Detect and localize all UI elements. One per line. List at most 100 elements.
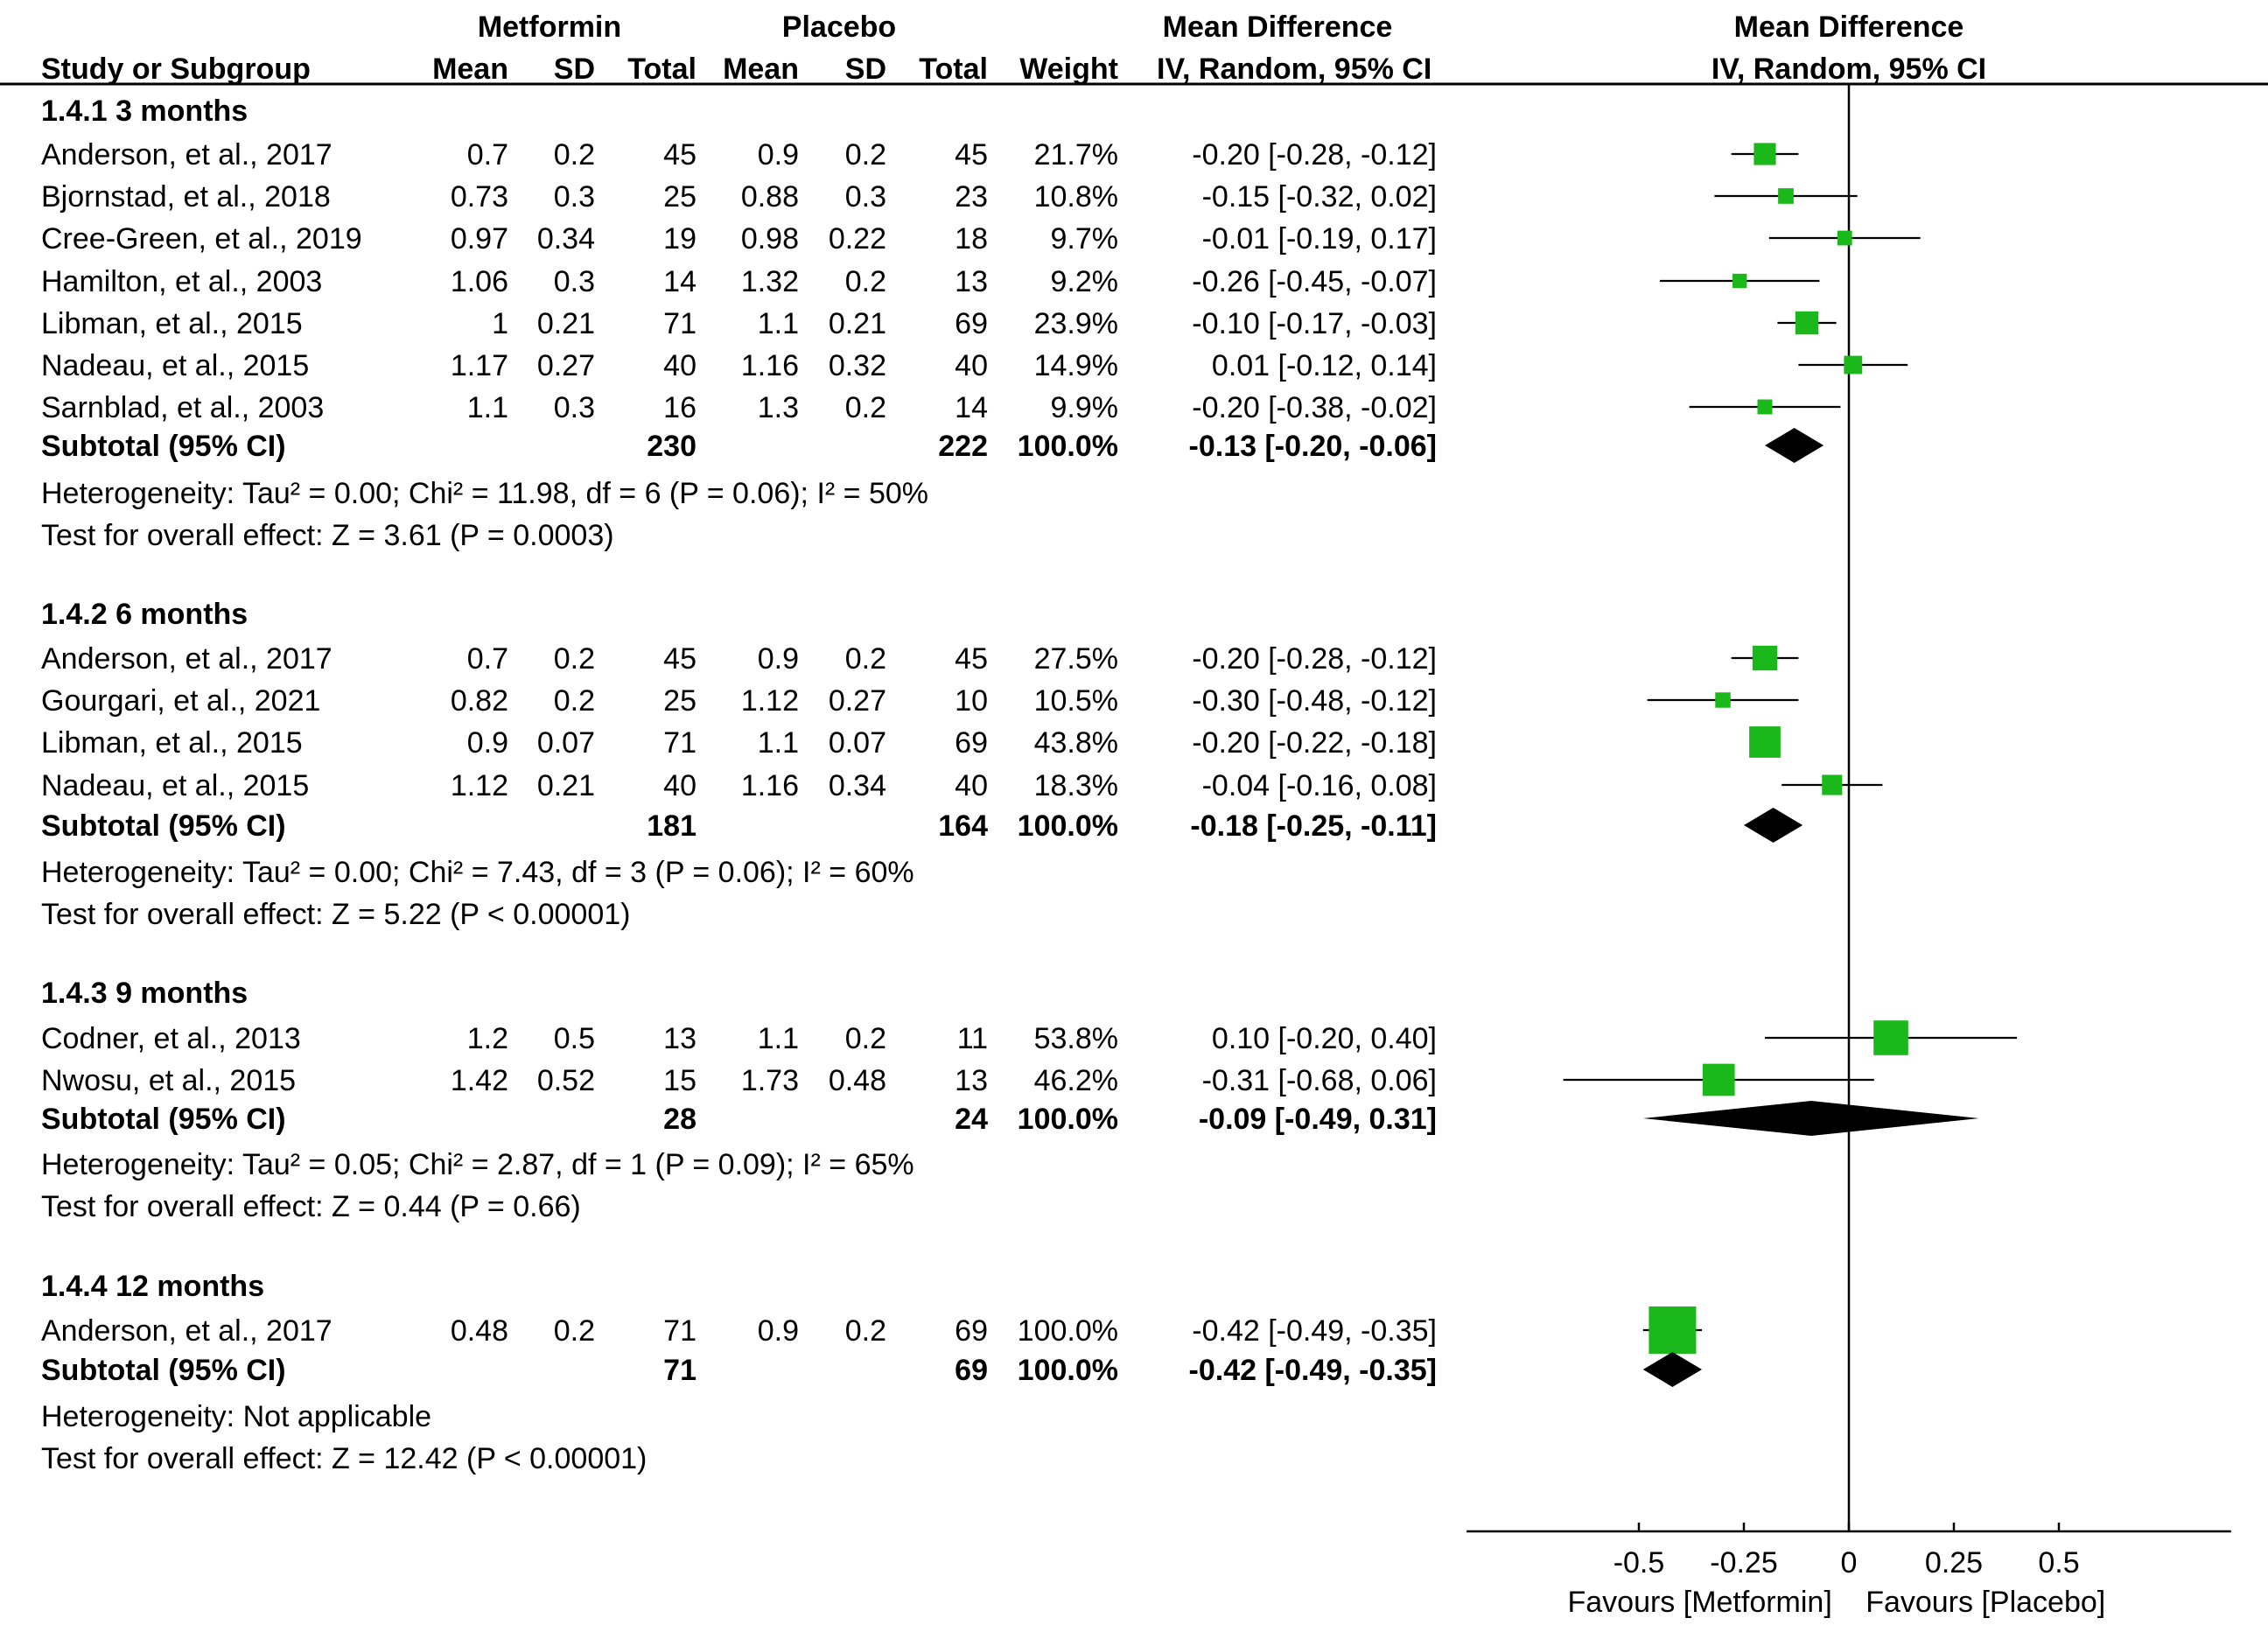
placebo-total: 10 bbox=[955, 684, 988, 718]
table-row: Bjornstad, et al., 2018 0.73 0.3 25 0.88 0.3 2… bbox=[41, 180, 1437, 214]
table-row: Sarnblad, et al., 2003 1.1 0.3 16 1.3 0.2 14 9.… bbox=[41, 391, 1437, 424]
point-estimate-box bbox=[1749, 726, 1781, 758]
plot-area: -0.5 -0.25 0 0.25 0.5 Favours [Metformin] Fa… bbox=[1466, 84, 2231, 1619]
metformin-total: 45 bbox=[663, 138, 696, 172]
header-plot-mean-difference: Mean Difference bbox=[1734, 11, 1964, 44]
weight: 18.3% bbox=[1034, 769, 1118, 802]
point-estimate-box bbox=[1702, 1063, 1735, 1096]
point-estimate-box bbox=[1873, 1020, 1908, 1055]
study-name: Nwosu, et al., 2015 bbox=[41, 1064, 296, 1097]
pooled-estimate-diamond bbox=[1744, 808, 1803, 843]
subtotal-label: Subtotal (95% CI) bbox=[41, 809, 286, 843]
axis-ticks: -0.5 -0.25 0 0.25 0.5 bbox=[1614, 1523, 2080, 1579]
table-row: Cree-Green, et al., 2019 0.97 0.34 19 0.98 0.… bbox=[41, 222, 1437, 256]
metformin-sd: 0.07 bbox=[537, 726, 595, 760]
subtotal-placebo-total: 24 bbox=[955, 1103, 988, 1136]
placebo-sd: 0.2 bbox=[845, 391, 886, 424]
study-name: Bjornstad, et al., 2018 bbox=[41, 180, 331, 214]
mean-difference-ci: -0.20 [-0.22, -0.18] bbox=[1192, 726, 1437, 760]
subtotal-weight: 100.0% bbox=[1018, 1103, 1118, 1136]
placebo-mean: 1.1 bbox=[758, 726, 799, 760]
header-p-mean: Mean bbox=[723, 53, 799, 86]
study-name: Codner, et al., 2013 bbox=[41, 1022, 301, 1055]
weight: 9.7% bbox=[1051, 222, 1119, 256]
point-estimate-box bbox=[1715, 692, 1731, 708]
subtotal-label: Subtotal (95% CI) bbox=[41, 1103, 286, 1136]
tick-label: -0.5 bbox=[1614, 1546, 1665, 1579]
table-row: Anderson, et al., 2017 0.7 0.2 45 0.9 0.2 45 27… bbox=[41, 642, 1437, 676]
weight: 9.2% bbox=[1051, 265, 1119, 298]
placebo-total: 45 bbox=[955, 642, 988, 676]
point-estimate-box bbox=[1822, 774, 1843, 795]
subgroup-title: 1.4.2 6 months bbox=[41, 598, 248, 631]
point-estimate-box bbox=[1844, 355, 1863, 375]
placebo-mean: 0.98 bbox=[741, 222, 799, 256]
overall-effect-text: Test for overall effect: Z = 5.22 (P < 0… bbox=[41, 898, 630, 931]
pooled-estimate-diamond bbox=[1642, 1101, 1979, 1136]
placebo-mean: 1.73 bbox=[741, 1064, 799, 1097]
subtotal-metformin-total: 230 bbox=[647, 430, 696, 463]
placebo-sd: 0.2 bbox=[845, 138, 886, 172]
favours-metformin-label: Favours [Metformin] bbox=[1567, 1586, 1831, 1619]
mean-difference-ci: -0.26 [-0.45, -0.07] bbox=[1192, 265, 1437, 298]
study-name: Gourgari, et al., 2021 bbox=[41, 684, 320, 718]
weight: 100.0% bbox=[1018, 1314, 1118, 1348]
header-weight: Weight bbox=[1019, 53, 1118, 86]
metformin-sd: 0.3 bbox=[554, 180, 595, 214]
placebo-total: 40 bbox=[955, 349, 988, 382]
subgroup-4: 1.4.4 12 months Anderson, et al., 2017 0.4… bbox=[41, 1270, 1437, 1475]
placebo-mean: 1.1 bbox=[758, 1022, 799, 1055]
mean-difference-ci: -0.30 [-0.48, -0.12] bbox=[1192, 684, 1437, 718]
metformin-mean: 0.97 bbox=[451, 222, 508, 256]
metformin-mean: 1.12 bbox=[451, 769, 508, 802]
pooled-estimate-diamond bbox=[1765, 428, 1824, 463]
placebo-total: 23 bbox=[955, 180, 988, 214]
plot-marks bbox=[1563, 143, 2017, 1387]
placebo-total: 18 bbox=[955, 222, 988, 256]
pooled-estimate-diamond bbox=[1642, 1352, 1702, 1387]
placebo-mean: 1.3 bbox=[758, 391, 799, 424]
metformin-mean: 1.42 bbox=[451, 1064, 508, 1097]
header-p-total: Total bbox=[919, 53, 988, 86]
placebo-total: 45 bbox=[955, 138, 988, 172]
placebo-mean: 0.88 bbox=[741, 180, 799, 214]
overall-effect-text: Test for overall effect: Z = 3.61 (P = 0… bbox=[41, 519, 614, 552]
metformin-total: 40 bbox=[663, 769, 696, 802]
table-row: Hamilton, et al., 2003 1.06 0.3 14 1.32 0.2 13… bbox=[41, 265, 1437, 298]
metformin-total: 40 bbox=[663, 349, 696, 382]
mean-difference-ci: -0.01 [-0.19, 0.17] bbox=[1202, 222, 1437, 256]
placebo-sd: 0.48 bbox=[829, 1064, 886, 1097]
metformin-sd: 0.2 bbox=[554, 684, 595, 718]
weight: 10.5% bbox=[1034, 684, 1118, 718]
favours-placebo-label: Favours [Placebo] bbox=[1866, 1586, 2105, 1619]
placebo-total: 69 bbox=[955, 307, 988, 340]
metformin-sd: 0.34 bbox=[537, 222, 595, 256]
metformin-sd: 0.2 bbox=[554, 1314, 595, 1348]
placebo-sd: 0.2 bbox=[845, 1022, 886, 1055]
metformin-total: 13 bbox=[663, 1022, 696, 1055]
header-m-total: Total bbox=[627, 53, 696, 86]
heterogeneity-text: Heterogeneity: Tau² = 0.05; Chi² = 2.87,… bbox=[41, 1148, 914, 1181]
metformin-total: 14 bbox=[663, 265, 696, 298]
metformin-sd: 0.3 bbox=[554, 265, 595, 298]
mean-difference-ci: -0.42 [-0.49, -0.35] bbox=[1192, 1314, 1437, 1348]
metformin-sd: 0.52 bbox=[537, 1064, 595, 1097]
subtotal-metformin-total: 181 bbox=[647, 809, 696, 843]
subtotal-weight: 100.0% bbox=[1018, 430, 1118, 463]
point-estimate-box bbox=[1795, 311, 1819, 335]
header-placebo: Placebo bbox=[782, 11, 896, 44]
tick-label: 0.25 bbox=[1925, 1546, 1983, 1579]
metformin-mean: 1.2 bbox=[467, 1022, 508, 1055]
metformin-mean: 0.48 bbox=[451, 1314, 508, 1348]
mean-difference-ci: -0.20 [-0.28, -0.12] bbox=[1192, 642, 1437, 676]
study-name: Libman, et al., 2015 bbox=[41, 726, 303, 760]
metformin-sd: 0.2 bbox=[554, 642, 595, 676]
study-name: Hamilton, et al., 2003 bbox=[41, 265, 322, 298]
placebo-total: 13 bbox=[955, 1064, 988, 1097]
subtotal-row: Subtotal (95% CI) 230 222 100.0% -0.13 [-0.2… bbox=[41, 430, 1437, 463]
metformin-sd: 0.21 bbox=[537, 769, 595, 802]
mean-difference-ci: -0.20 [-0.28, -0.12] bbox=[1192, 138, 1437, 172]
weight: 14.9% bbox=[1034, 349, 1118, 382]
metformin-mean: 1.17 bbox=[451, 349, 508, 382]
